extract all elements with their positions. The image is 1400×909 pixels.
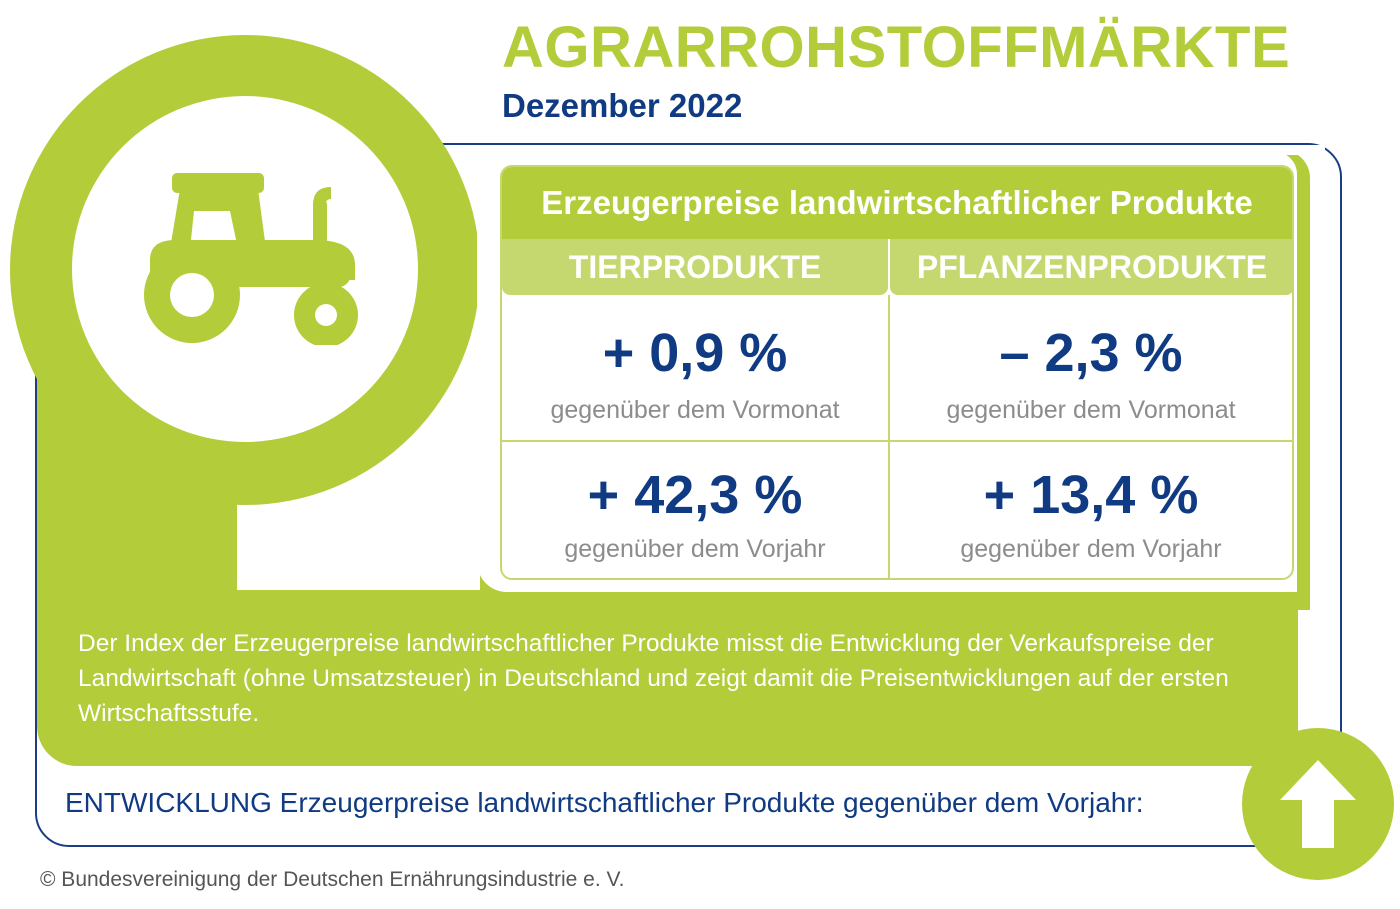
trend-label: ENTWICKLUNG Erzeugerpreise landwirtschaf… xyxy=(65,787,1144,818)
row-divider xyxy=(502,440,1292,442)
trend-badge xyxy=(1242,728,1394,880)
column-header-animal-products: TIERPRODUKTE xyxy=(502,239,888,295)
description-panel xyxy=(37,590,1297,766)
plant-month-caption: gegenüber dem Vormonat xyxy=(946,396,1236,424)
index-description: Der Index der Erzeugerpreise landwirtsch… xyxy=(78,630,1229,727)
animal-year-change: + 42,3 % xyxy=(587,465,803,525)
animal-month-change: + 0,9 % xyxy=(602,323,788,383)
animal-month-caption: gegenüber dem Vormonat xyxy=(550,396,840,424)
content-frame xyxy=(35,143,1342,847)
description-panel-extension xyxy=(1238,600,1298,740)
page-subtitle: Dezember 2022 xyxy=(502,87,743,124)
column-divider xyxy=(888,295,890,578)
copyright-notice: © Bundesvereinigung der Deutschen Ernähr… xyxy=(40,868,625,891)
plant-year-caption: gegenüber dem Vorjahr xyxy=(960,535,1222,563)
plant-year-change: + 13,4 % xyxy=(983,465,1199,525)
page-title: AGRARROHSTOFFMÄRKTE xyxy=(502,15,1291,80)
animal-year-caption: gegenüber dem Vorjahr xyxy=(564,535,826,563)
top-mask xyxy=(455,145,1325,155)
table-title: Erzeugerpreise landwirtschaftlicher Prod… xyxy=(502,167,1292,239)
tractor-icon xyxy=(144,173,358,345)
arrow-up-icon xyxy=(1280,760,1356,848)
price-table: Erzeugerpreise landwirtschaftlicher Prod… xyxy=(500,165,1294,580)
column-header-plant-products: PFLANZENPRODUKTE xyxy=(890,239,1292,295)
plant-month-change: – 2,3 % xyxy=(999,323,1183,383)
